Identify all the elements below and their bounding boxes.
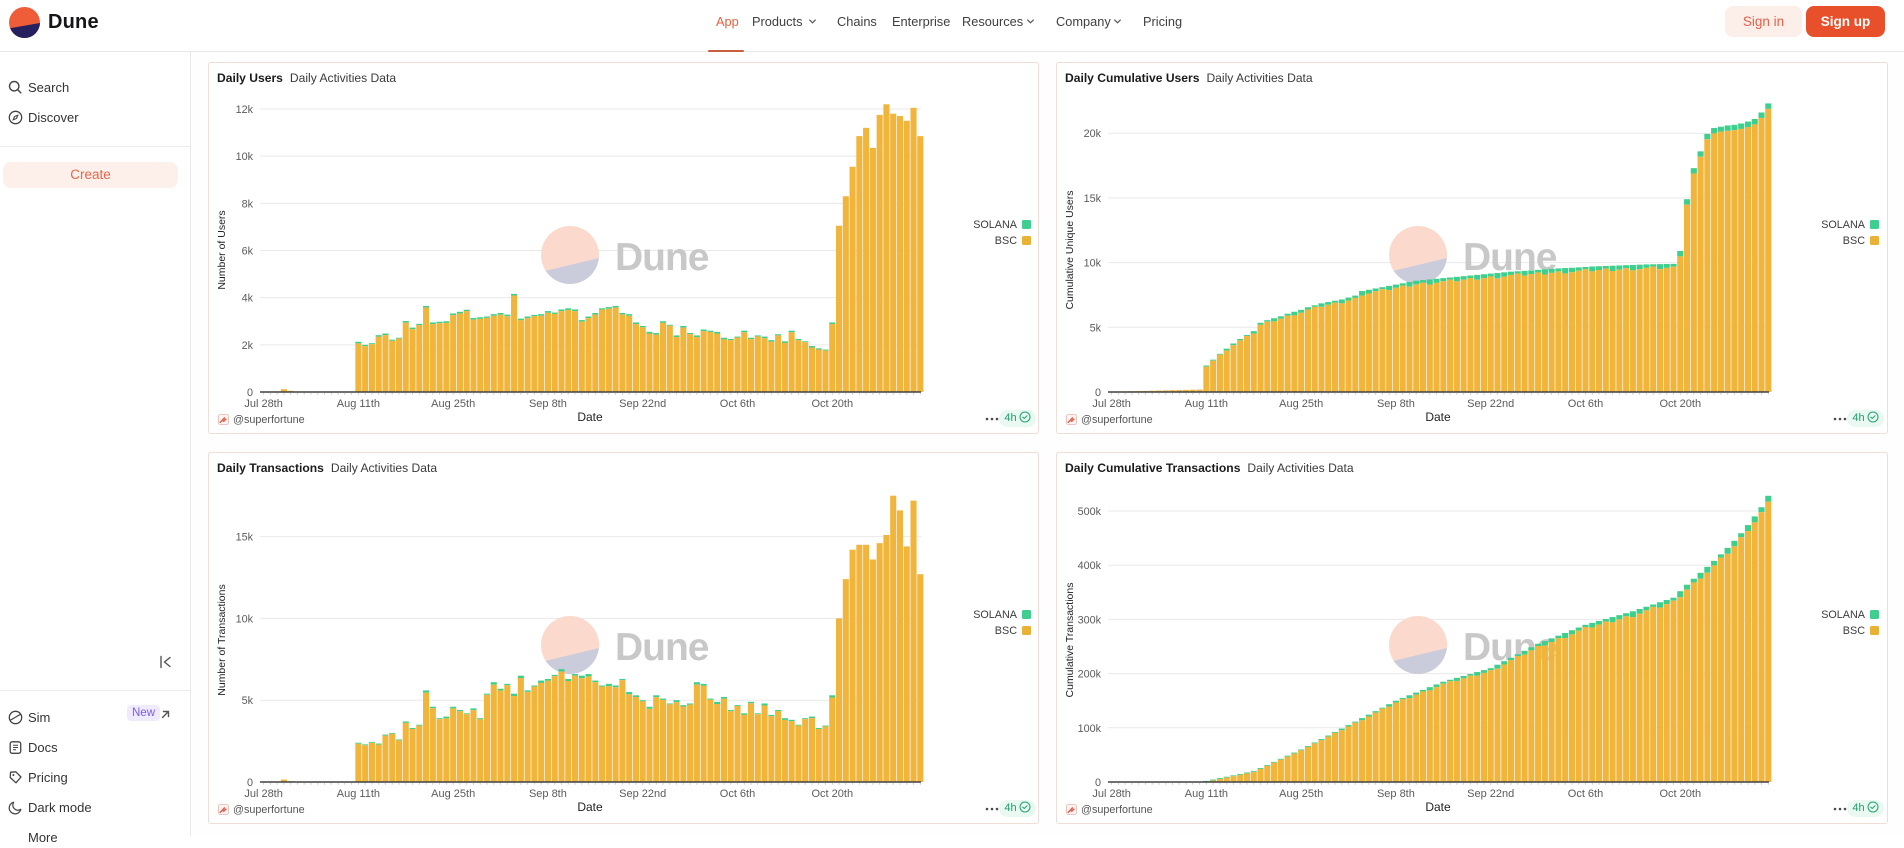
svg-text:BSC: BSC [1843,235,1865,247]
svg-text:Aug 11th: Aug 11th [337,398,380,410]
svg-text:Sep 22nd: Sep 22nd [619,398,666,410]
svg-text:5k: 5k [1090,322,1102,334]
svg-text:SOLANA: SOLANA [973,609,1018,621]
svg-text:Sep 22nd: Sep 22nd [619,788,666,800]
svg-text:BSC: BSC [995,625,1017,637]
svg-text:BSC: BSC [995,235,1017,247]
svg-text:Aug 11th: Aug 11th [337,788,380,800]
svg-text:8k: 8k [242,198,254,210]
svg-text:15k: 15k [1084,193,1102,205]
svg-text:Sep 8th: Sep 8th [1377,788,1415,800]
svg-text:Oct 20th: Oct 20th [812,398,854,410]
svg-text:Oct 20th: Oct 20th [1660,398,1702,410]
svg-text:Sep 22nd: Sep 22nd [1467,788,1514,800]
svg-text:Aug 11th: Aug 11th [1185,398,1228,410]
svg-text:4k: 4k [242,293,254,305]
svg-text:10k: 10k [236,151,254,163]
svg-text:Jul 28th: Jul 28th [1092,398,1131,410]
svg-text:Cumulative Transactions: Cumulative Transactions [1064,583,1076,698]
svg-text:Oct 6th: Oct 6th [720,398,755,410]
svg-text:2k: 2k [242,340,254,352]
svg-text:Cumulative Unique Users: Cumulative Unique Users [1064,190,1076,309]
svg-text:15k: 15k [236,532,254,544]
svg-text:SOLANA: SOLANA [1821,609,1866,621]
svg-text:Jul 28th: Jul 28th [1092,788,1131,800]
svg-text:12k: 12k [236,104,254,116]
svg-text:Aug 25th: Aug 25th [431,788,475,800]
svg-text:Sep 8th: Sep 8th [529,398,567,410]
svg-text:100k: 100k [1078,723,1102,735]
svg-text:500k: 500k [1078,506,1102,518]
svg-text:Aug 25th: Aug 25th [1279,398,1323,410]
svg-text:20k: 20k [1084,128,1102,140]
svg-text:Sep 22nd: Sep 22nd [1467,398,1514,410]
svg-text:400k: 400k [1078,560,1102,572]
svg-text:Dune: Dune [615,626,709,669]
svg-text:Sep 8th: Sep 8th [529,788,567,800]
svg-text:10k: 10k [236,613,254,625]
svg-text:200k: 200k [1078,669,1102,681]
svg-text:300k: 300k [1078,614,1102,626]
svg-text:BSC: BSC [1843,625,1865,637]
svg-text:6k: 6k [242,245,254,257]
svg-text:SOLANA: SOLANA [1821,219,1866,231]
svg-text:Oct 20th: Oct 20th [812,788,854,800]
svg-text:Aug 25th: Aug 25th [431,398,475,410]
svg-text:Aug 11th: Aug 11th [1185,788,1228,800]
svg-text:Oct 6th: Oct 6th [1568,788,1603,800]
svg-text:Number of Transactions: Number of Transactions [216,584,228,695]
svg-text:Oct 6th: Oct 6th [1568,398,1603,410]
svg-text:Dune: Dune [615,236,709,279]
svg-text:Oct 20th: Oct 20th [1660,788,1702,800]
svg-text:Sep 8th: Sep 8th [1377,398,1415,410]
svg-text:10k: 10k [1084,258,1102,270]
svg-text:Jul 28th: Jul 28th [244,398,283,410]
svg-text:Oct 6th: Oct 6th [720,788,755,800]
svg-text:Aug 25th: Aug 25th [1279,788,1323,800]
svg-text:Jul 28th: Jul 28th [244,788,283,800]
svg-text:SOLANA: SOLANA [973,219,1018,231]
svg-text:Number of Users: Number of Users [216,210,228,289]
svg-text:5k: 5k [242,695,254,707]
